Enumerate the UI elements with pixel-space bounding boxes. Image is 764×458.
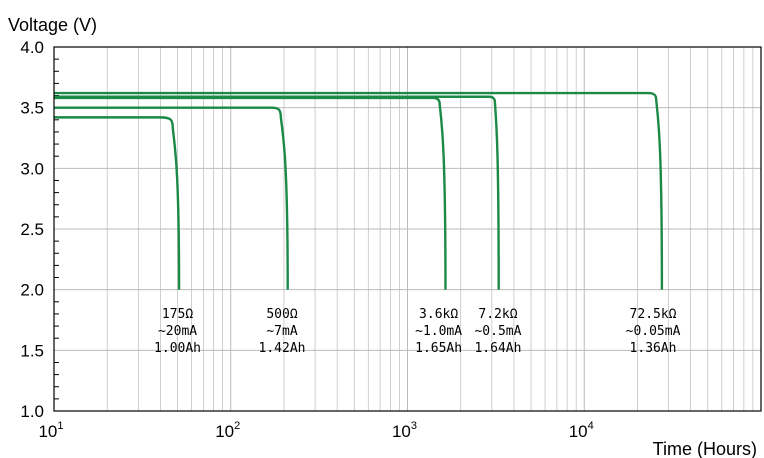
x-tick-label: 104 — [569, 420, 594, 441]
x-tick-label: 101 — [38, 420, 63, 441]
annotation-label: ~0.05mA — [626, 324, 681, 339]
annotation-label: ~0.5mA — [474, 324, 521, 339]
y-tick-label: 1.0 — [20, 402, 44, 421]
y-tick-label: 3.5 — [20, 99, 44, 118]
y-axis-title: Voltage (V) — [8, 15, 97, 35]
discharge-curve — [54, 106, 289, 290]
y-tick-label: 3.0 — [20, 159, 44, 178]
annotation-label: ~1.0mA — [415, 324, 462, 339]
y-tick-label: 2.5 — [20, 220, 44, 239]
y-tick-labels: 1.0 1.5 2.0 2.5 3.0 3.5 4.0 — [20, 38, 44, 421]
annotation-label: 1.36Ah — [630, 341, 677, 356]
discharge-curve — [54, 116, 181, 290]
annotation-label: 3.6kΩ — [419, 307, 458, 322]
discharge-curve — [54, 91, 664, 290]
series-group — [54, 91, 664, 290]
annotation-label: 1.65Ah — [415, 341, 462, 356]
annotation-label: 1.64Ah — [474, 341, 521, 356]
y-tick-label: 1.5 — [20, 341, 44, 360]
grid — [54, 47, 761, 411]
annotations: 175Ω ~20mA 1.00Ah 500Ω ~7mA 1.42Ah 3.6kΩ ~1.0mA… — [154, 307, 681, 356]
x-tick-label: 103 — [392, 420, 417, 441]
annotation-label: ~20mA — [158, 324, 197, 339]
x-axis-title: Time (Hours) — [653, 439, 757, 458]
annotation-label: 500Ω — [266, 307, 297, 322]
x-tick-labels: 101 102 103 104 — [38, 420, 593, 441]
discharge-curve — [54, 95, 500, 290]
annotation-label: 7.2kΩ — [478, 307, 517, 322]
y-tick-label: 2.0 — [20, 281, 44, 300]
x-tick-label: 102 — [215, 420, 240, 441]
annotation-label: 1.42Ah — [259, 341, 306, 356]
annotation-label: ~7mA — [266, 324, 297, 339]
discharge-curve — [54, 96, 447, 290]
annotation-label: 1.00Ah — [154, 341, 201, 356]
plot-frame — [53, 46, 762, 412]
annotation-label: 175Ω — [162, 307, 193, 322]
annotation-label: 72.5kΩ — [630, 307, 677, 322]
y-tick-label: 4.0 — [20, 38, 44, 57]
